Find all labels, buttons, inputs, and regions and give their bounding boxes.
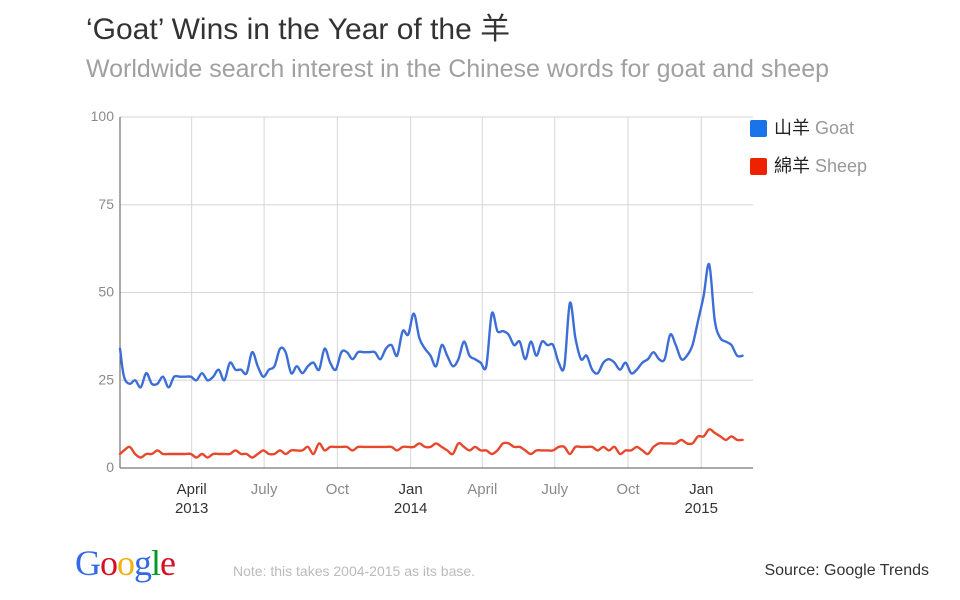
legend-en-goat: Goat bbox=[815, 118, 855, 138]
logo-letter: e bbox=[160, 543, 176, 583]
logo-letter: l bbox=[151, 543, 161, 583]
x-tick-labels: April 2013 July Oct Jan 2014 April July Oct Jan 20… bbox=[175, 481, 718, 517]
legend-zh-goat: 山羊 bbox=[774, 118, 810, 138]
google-logo: Google bbox=[75, 541, 176, 585]
logo-letter: o bbox=[117, 543, 135, 583]
chart-title: ‘Goat’ Wins in the Year of the 羊 bbox=[86, 13, 511, 46]
legend: 山羊 Goat 綿羊 Sheep bbox=[750, 116, 940, 192]
legend-swatch-sheep bbox=[750, 158, 767, 175]
x-tick-label: July bbox=[541, 481, 568, 498]
legend-item-goat[interactable]: 山羊 Goat bbox=[750, 116, 940, 154]
legend-swatch-goat bbox=[750, 120, 767, 137]
legend-en-sheep: Sheep bbox=[815, 156, 868, 176]
legend-label-goat: 山羊 Goat bbox=[774, 116, 854, 140]
x-tick-sublabel: 2013 bbox=[175, 500, 208, 517]
x-tick-sublabel: 2015 bbox=[685, 500, 718, 517]
legend-zh-sheep: 綿羊 bbox=[774, 156, 810, 176]
y-tick-labels: 0 25 50 75 100 bbox=[91, 108, 115, 475]
axes bbox=[119, 117, 753, 469]
x-tick-label: Jan bbox=[689, 481, 713, 498]
legend-item-sheep[interactable]: 綿羊 Sheep bbox=[750, 154, 940, 192]
logo-letter: G bbox=[75, 543, 101, 583]
logo-letter: g bbox=[134, 543, 152, 583]
x-tick-label: July bbox=[251, 481, 278, 498]
series-lines bbox=[118, 262, 744, 459]
chart-subtitle: Worldwide search interest in the Chinese… bbox=[86, 55, 830, 83]
logo-letter: o bbox=[100, 543, 118, 583]
series-line-goat bbox=[118, 262, 744, 389]
y-tick-label: 50 bbox=[98, 284, 114, 300]
x-tick-label: April bbox=[467, 481, 497, 498]
source-label: Source: Google Trends bbox=[764, 562, 929, 579]
y-tick-label: 0 bbox=[106, 459, 114, 475]
series-line-sheep bbox=[118, 428, 744, 459]
x-tick-label: Oct bbox=[326, 481, 350, 498]
x-tick-label: Jan bbox=[399, 481, 423, 498]
base-note: Note: this takes 2004-2015 as its base. bbox=[233, 563, 476, 579]
legend-label-sheep: 綿羊 Sheep bbox=[774, 154, 867, 178]
y-tick-label: 100 bbox=[91, 108, 115, 124]
x-tick-label: April bbox=[177, 481, 207, 498]
x-tick-sublabel: 2014 bbox=[394, 500, 427, 517]
y-tick-label: 75 bbox=[98, 196, 114, 212]
x-tick-label: Oct bbox=[616, 481, 640, 498]
y-tick-label: 25 bbox=[98, 371, 114, 387]
grid-lines bbox=[120, 116, 753, 468]
